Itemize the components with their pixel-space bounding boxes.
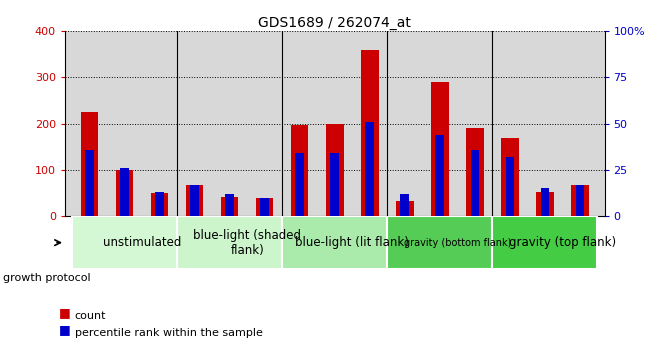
Bar: [120, 168, 129, 216]
Bar: [256, 198, 274, 216]
Bar: [155, 192, 164, 216]
Bar: [501, 138, 519, 216]
Bar: [365, 122, 374, 216]
Bar: [431, 82, 448, 216]
Bar: [81, 112, 98, 216]
Bar: [295, 153, 304, 216]
Bar: [291, 125, 309, 216]
Bar: [571, 185, 589, 216]
Bar: [436, 135, 444, 216]
Bar: [541, 188, 549, 216]
Bar: [466, 128, 484, 216]
Text: count: count: [75, 311, 106, 321]
Bar: [471, 149, 479, 216]
Bar: [400, 194, 410, 216]
Text: unstimulated: unstimulated: [103, 236, 181, 249]
Bar: [387, 216, 493, 269]
Title: GDS1689 / 262074_at: GDS1689 / 262074_at: [258, 16, 411, 30]
Text: blue-light (lit flank): blue-light (lit flank): [295, 236, 410, 249]
Bar: [506, 157, 514, 216]
Bar: [260, 198, 269, 216]
Bar: [330, 153, 339, 216]
Bar: [151, 193, 168, 216]
Bar: [226, 194, 234, 216]
Bar: [177, 216, 282, 269]
Text: ■: ■: [58, 323, 70, 336]
Bar: [493, 216, 597, 269]
Bar: [396, 201, 413, 216]
Bar: [576, 185, 584, 216]
Text: percentile rank within the sample: percentile rank within the sample: [75, 328, 263, 338]
Bar: [186, 185, 203, 216]
Bar: [116, 170, 133, 216]
Text: ■: ■: [58, 306, 70, 319]
Bar: [72, 216, 177, 269]
Bar: [85, 149, 94, 216]
Text: gravity (top flank): gravity (top flank): [509, 236, 616, 249]
Bar: [282, 216, 387, 269]
Bar: [326, 124, 343, 216]
Text: gravity (bottom flank): gravity (bottom flank): [404, 238, 511, 248]
Text: blue-light (shaded
flank): blue-light (shaded flank): [193, 229, 301, 257]
Bar: [221, 197, 239, 216]
Text: growth protocol: growth protocol: [3, 273, 91, 283]
Bar: [361, 50, 378, 216]
Bar: [536, 192, 554, 216]
Bar: [190, 185, 199, 216]
